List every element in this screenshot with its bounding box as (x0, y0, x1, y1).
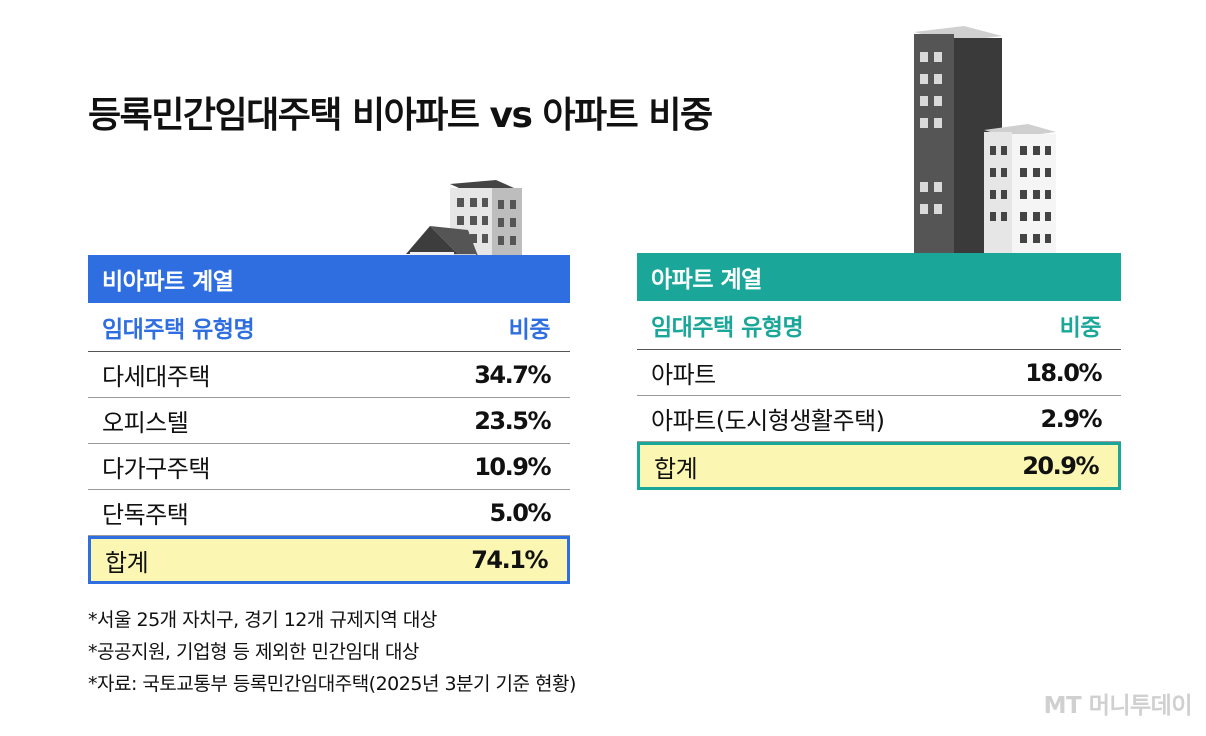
apartment-header: 아파트 계열 (637, 253, 1121, 301)
non-apartment-header: 비아파트 계열 (88, 255, 570, 303)
row-value: 5.0% (489, 498, 551, 527)
apartment-towers-icon (914, 26, 1056, 278)
footnote: *공공지원, 기업형 등 제외한 민간임대 대상 (88, 641, 419, 663)
row-name: 다세대주택 (102, 363, 210, 391)
column-share-label: 비중 (508, 317, 551, 343)
column-header-row: 임대주택 유형명 비중 (88, 303, 570, 352)
column-header-row: 임대주택 유형명 비중 (637, 301, 1121, 350)
row-value: 18.0% (1025, 358, 1102, 387)
total-label: 합계 (105, 548, 149, 577)
apartment-table: 아파트 계열 임대주택 유형명 비중 아파트 18.0% 아파트(도시형생활주택… (637, 253, 1121, 490)
footnote: *자료: 국토교통부 등록민간임대주택(2025년 3분기 기준 현황) (88, 673, 576, 695)
total-label: 합계 (654, 454, 698, 483)
table-row: 오피스텔 23.5% (88, 398, 570, 444)
row-value: 10.9% (474, 452, 551, 481)
table-row: 다세대주택 34.7% (88, 352, 570, 398)
total-row: 합계 74.1% (88, 536, 570, 584)
total-value: 20.9% (1022, 452, 1099, 480)
total-row: 합계 20.9% (637, 442, 1121, 490)
non-apartment-table: 비아파트 계열 임대주택 유형명 비중 다세대주택 34.7% 오피스텔 23.… (88, 255, 570, 584)
row-name: 단독주택 (102, 501, 189, 529)
column-share-label: 비중 (1059, 315, 1102, 341)
row-value: 34.7% (474, 360, 551, 389)
row-name: 다가구주택 (102, 455, 210, 483)
row-name: 아파트(도시형생활주택) (651, 407, 885, 435)
footnotes: *서울 25개 자치구, 경기 12개 규제지역 대상 *공공지원, 기업형 등… (88, 604, 576, 700)
footnote: *서울 25개 자치구, 경기 12개 규제지역 대상 (88, 609, 437, 631)
table-row: 아파트(도시형생활주택) 2.9% (637, 396, 1121, 442)
row-value: 2.9% (1040, 404, 1102, 433)
table-row: 다가구주택 10.9% (88, 444, 570, 490)
table-row: 단독주택 5.0% (88, 490, 570, 536)
column-name-label: 임대주택 유형명 (651, 315, 804, 341)
row-value: 23.5% (474, 406, 551, 435)
row-name: 오피스텔 (102, 409, 189, 437)
table-row: 아파트 18.0% (637, 350, 1121, 396)
total-value: 74.1% (471, 546, 548, 574)
page-title: 등록민간임대주택 비아파트 vs 아파트 비중 (88, 95, 713, 136)
column-name-label: 임대주택 유형명 (102, 317, 255, 343)
watermark-logo: MT 머니투데이 (1043, 693, 1193, 719)
row-name: 아파트 (651, 361, 716, 389)
